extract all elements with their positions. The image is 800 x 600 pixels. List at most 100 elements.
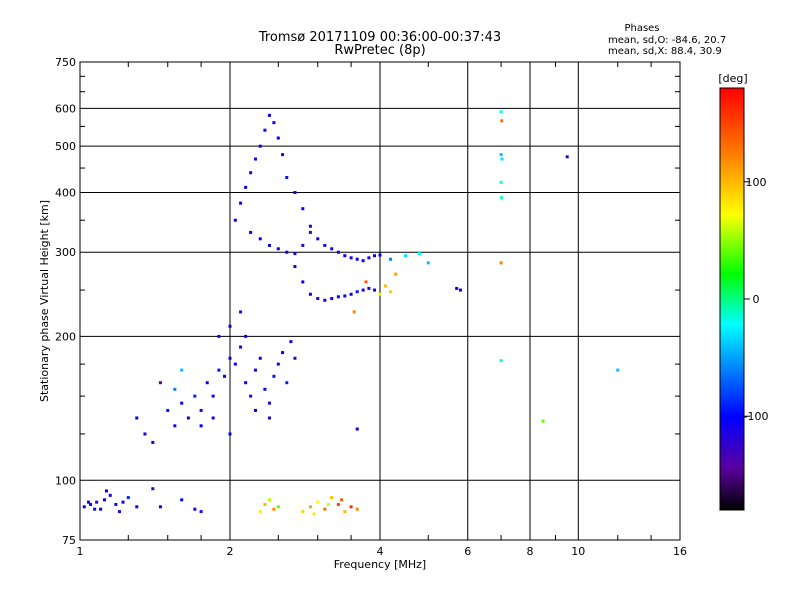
- data-point: [158, 381, 162, 385]
- x-tick-label: 1: [77, 545, 84, 558]
- colorbar-tick-label: 100: [746, 176, 767, 189]
- data-point: [249, 230, 253, 234]
- data-point: [565, 155, 569, 159]
- data-point: [228, 324, 232, 328]
- data-point: [272, 507, 276, 511]
- data-point: [276, 247, 280, 251]
- data-point: [228, 356, 232, 360]
- colorbar-tick-label: 0: [753, 293, 760, 306]
- data-point: [373, 254, 377, 258]
- data-point: [361, 259, 365, 263]
- data-point: [193, 394, 197, 398]
- data-point: [301, 207, 305, 211]
- data-point: [499, 359, 503, 363]
- data-point: [180, 401, 184, 405]
- data-point: [244, 334, 248, 338]
- data-point: [389, 257, 393, 261]
- data-point: [211, 416, 215, 420]
- data-point: [263, 387, 267, 391]
- data-point: [281, 153, 285, 157]
- data-point: [89, 502, 93, 506]
- stats-heading: Phases: [624, 23, 659, 34]
- data-point: [121, 500, 125, 504]
- data-point: [217, 368, 221, 372]
- data-point: [267, 243, 271, 247]
- data-point: [253, 368, 257, 372]
- data-point: [383, 284, 387, 288]
- data-point: [458, 288, 462, 292]
- data-point: [258, 144, 262, 148]
- y-tick-label: 500: [55, 140, 76, 153]
- data-point: [239, 310, 243, 314]
- y-tick-label: 600: [55, 102, 76, 115]
- data-point: [211, 394, 215, 398]
- data-points: [82, 110, 620, 516]
- data-point: [253, 157, 257, 161]
- data-point: [417, 252, 421, 256]
- data-point: [367, 256, 371, 260]
- data-point: [126, 496, 130, 500]
- data-point: [349, 505, 353, 509]
- data-point: [239, 201, 243, 205]
- data-point: [349, 256, 353, 260]
- data-point: [373, 288, 377, 292]
- x-tick-labels: 1 2 4 6 8 10 16: [77, 545, 688, 558]
- data-point: [258, 237, 262, 241]
- data-point: [151, 440, 155, 444]
- stats-o-line: mean, sd,O: -84.6, 20.7: [608, 35, 726, 46]
- data-point: [244, 185, 248, 189]
- y-tick-label: 300: [55, 246, 76, 259]
- data-point: [361, 288, 365, 292]
- data-point: [323, 507, 327, 511]
- data-point: [95, 500, 99, 504]
- data-point: [499, 180, 503, 184]
- data-point: [272, 121, 276, 125]
- data-point: [343, 510, 347, 514]
- data-point: [223, 374, 227, 378]
- data-point: [312, 512, 316, 516]
- data-point: [263, 128, 267, 132]
- data-point: [293, 265, 297, 269]
- data-point: [301, 280, 305, 284]
- data-point: [323, 243, 327, 247]
- data-point: [308, 230, 312, 234]
- data-point: [276, 362, 280, 366]
- data-point: [272, 374, 276, 378]
- x-tick-label: 8: [527, 545, 534, 558]
- data-point: [267, 401, 271, 405]
- data-point: [173, 387, 177, 391]
- data-point: [378, 253, 382, 257]
- data-point: [99, 507, 103, 511]
- data-point: [186, 416, 190, 420]
- y-tick-label: 100: [55, 474, 76, 487]
- data-point: [199, 424, 203, 428]
- data-point: [258, 510, 262, 514]
- data-point: [323, 298, 327, 302]
- data-point: [308, 505, 312, 509]
- data-point: [258, 356, 262, 360]
- data-point: [499, 110, 503, 114]
- data-point: [355, 427, 359, 431]
- data-point: [199, 510, 203, 514]
- data-point: [166, 408, 170, 412]
- data-point: [293, 356, 297, 360]
- data-point: [151, 487, 155, 491]
- data-point: [343, 254, 347, 258]
- y-tick-label: 750: [55, 56, 76, 69]
- x-tick-label: 10: [571, 545, 585, 558]
- data-point: [293, 252, 297, 256]
- data-point: [403, 254, 407, 258]
- data-point: [378, 292, 382, 296]
- data-point: [289, 340, 293, 344]
- data-point: [326, 502, 330, 506]
- data-point: [499, 261, 503, 265]
- data-point: [336, 250, 340, 254]
- data-point: [244, 381, 248, 385]
- x-tick-label: 4: [377, 545, 384, 558]
- data-point: [330, 496, 334, 500]
- data-point: [330, 247, 334, 251]
- data-point: [104, 489, 108, 493]
- plot-area: [79, 61, 681, 541]
- data-point: [86, 500, 90, 504]
